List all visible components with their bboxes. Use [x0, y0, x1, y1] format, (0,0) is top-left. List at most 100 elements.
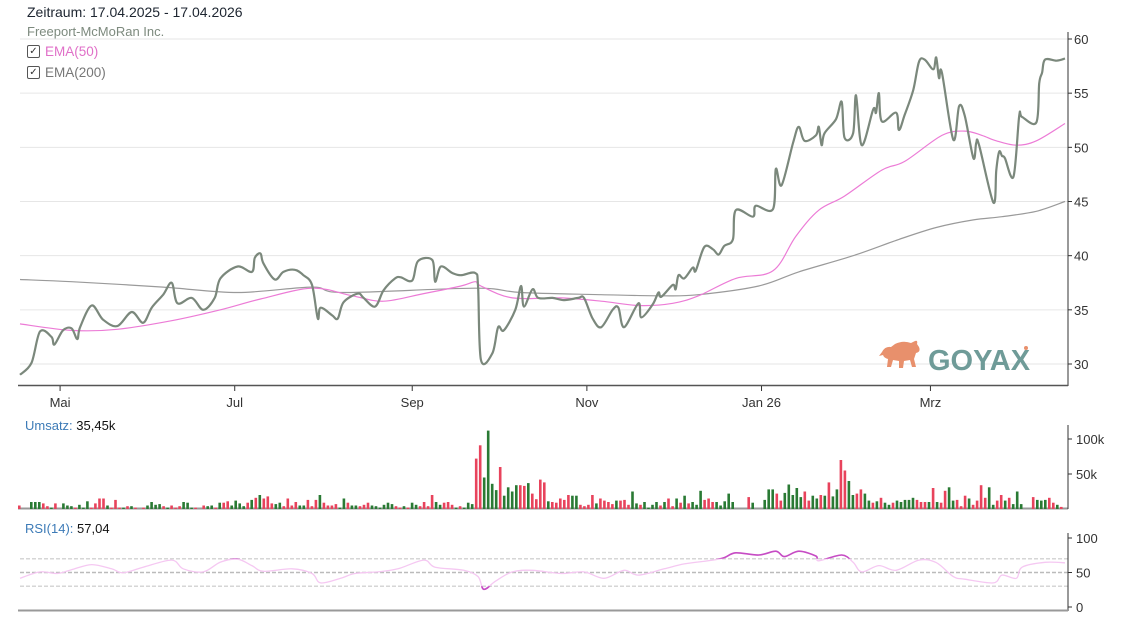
volume-bar — [699, 490, 702, 509]
volume-bar — [442, 502, 446, 509]
volume-bar — [575, 495, 578, 509]
volume-bar — [707, 498, 710, 509]
volume-bar — [502, 495, 506, 509]
volume-bar — [911, 497, 915, 509]
volume-bar — [615, 500, 618, 509]
company-name: Freeport-McMoRan Inc. — [27, 24, 165, 39]
volume-bar — [551, 502, 554, 509]
volume-bar — [210, 505, 213, 509]
legend-toggle-ema200[interactable]: ✓ EMA(200) — [27, 65, 106, 80]
volume-bar — [999, 495, 1003, 509]
volume-bar — [531, 493, 534, 509]
checkbox-checked-icon[interactable]: ✓ — [27, 66, 40, 79]
volume-bar — [402, 506, 406, 509]
volume-bar — [587, 504, 590, 509]
volume-bar — [747, 497, 750, 509]
x-tick-label: Mai — [50, 395, 71, 410]
volume-bar — [370, 505, 374, 509]
y-tick-label: 50 — [1074, 140, 1088, 155]
volume-bar — [314, 499, 318, 509]
volume-bar — [959, 506, 963, 509]
volume-bar — [579, 504, 582, 509]
volume-bar — [815, 498, 819, 509]
volume-bar — [711, 502, 714, 509]
volume-bar — [110, 507, 113, 509]
volume-bar — [254, 497, 258, 509]
volume-bar — [270, 503, 274, 509]
volume-bar — [891, 502, 895, 509]
volume-bar — [358, 506, 362, 509]
volume-bar — [354, 505, 358, 509]
volume-bar — [795, 488, 799, 509]
volume-bar — [374, 506, 378, 509]
volume-bar — [571, 495, 574, 509]
rsi-tick-label: 100 — [1076, 531, 1098, 546]
volume-bar — [450, 504, 454, 509]
volume-bar — [935, 502, 939, 509]
volume-bar — [154, 504, 157, 509]
volume-bar — [695, 504, 698, 509]
volume-bar — [807, 500, 811, 509]
x-tick-label: Jul — [226, 395, 243, 410]
volume-bar — [555, 502, 558, 509]
volume-axes: 50k 100k — [18, 425, 1105, 510]
checkbox-checked-icon[interactable]: ✓ — [27, 45, 40, 58]
volume-bar — [779, 500, 783, 509]
volume-bar — [1040, 500, 1043, 509]
volume-bar — [979, 485, 983, 509]
volume-bar — [278, 502, 282, 509]
volume-bar — [506, 487, 510, 509]
volume-bar — [318, 495, 322, 509]
volume-bar — [975, 500, 979, 509]
volume-bar — [226, 501, 229, 509]
volume-bar — [470, 504, 474, 509]
volume-bar — [787, 484, 791, 509]
logo-text: GOYAX — [928, 345, 1031, 377]
volume-bar — [607, 502, 610, 509]
volume-bar — [1007, 497, 1011, 509]
volume-bar — [282, 506, 286, 509]
volume-bar — [659, 505, 662, 509]
volume-bar — [362, 504, 366, 509]
volume-bar — [206, 506, 209, 509]
volume-bar — [162, 506, 165, 509]
volume-bar — [639, 504, 642, 509]
volume-bar — [150, 502, 153, 509]
volume-bar — [611, 504, 614, 509]
bull-icon — [879, 340, 920, 368]
volume-bar — [166, 507, 169, 509]
volume-bar — [855, 493, 859, 509]
volume-bar — [102, 498, 105, 509]
volume-bar — [298, 505, 302, 509]
legend-toggle-ema50[interactable]: ✓ EMA(50) — [27, 44, 98, 59]
volume-bar — [763, 499, 766, 509]
volume-bar — [515, 485, 518, 509]
volume-bar — [715, 502, 718, 509]
volume-bar — [727, 493, 730, 509]
volume-bar — [851, 495, 855, 509]
volume-bar — [875, 501, 879, 509]
volume-bar — [454, 507, 458, 509]
rsi-tick-label: 0 — [1076, 600, 1083, 615]
x-tick-label: Sep — [401, 395, 424, 410]
volume-bar — [631, 491, 634, 509]
volume-bar — [54, 503, 57, 509]
rsi-tick-label: 50 — [1076, 566, 1090, 581]
volume-bar — [490, 483, 494, 509]
volume-bar — [414, 504, 418, 509]
volume-bar — [839, 460, 843, 509]
volume-bar — [118, 507, 121, 509]
volume-bar — [719, 505, 722, 509]
volume-bar — [583, 506, 586, 509]
volume-bar — [731, 502, 734, 509]
volume-bar — [262, 498, 266, 509]
volume-bar — [1003, 500, 1007, 509]
volume-bar — [1011, 504, 1015, 509]
goyax-logo: GOYAX — [879, 340, 1031, 377]
volume-bar — [238, 503, 241, 509]
volume-value: 35,45k — [76, 418, 116, 433]
rsi-axes: 0 50 100 — [18, 531, 1098, 615]
y-tick-label: 35 — [1074, 303, 1088, 318]
volume-bar — [903, 499, 907, 509]
